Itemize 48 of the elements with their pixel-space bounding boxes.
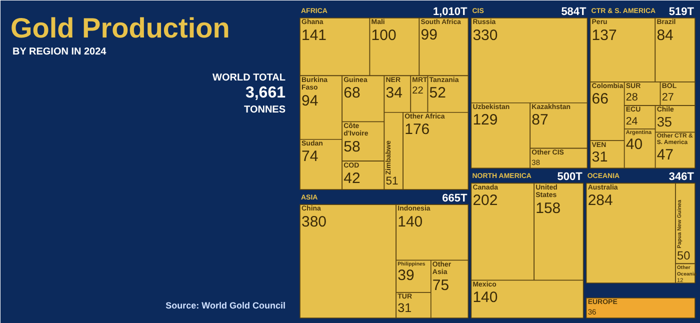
data-label: 42	[344, 170, 360, 187]
data-label: 141	[302, 26, 327, 44]
text: TONNES	[244, 104, 286, 116]
data-label: 330	[472, 26, 498, 44]
text: BY REGION IN 2024	[12, 46, 107, 58]
data-label: 66	[592, 90, 608, 108]
text: 3,661	[245, 84, 286, 102]
data-label: 31	[592, 149, 608, 166]
data-label: 24	[626, 115, 638, 128]
text: Gold Production	[10, 12, 230, 44]
data-label: 100	[371, 26, 396, 44]
data-label: 47	[656, 146, 674, 164]
data-label: 140	[472, 288, 498, 306]
data-label: 58	[344, 138, 360, 156]
data-label: 74	[302, 148, 318, 166]
data-label: 380	[302, 213, 327, 230]
text: WORLD TOTAL	[212, 72, 286, 84]
data-label: 27	[662, 92, 674, 104]
data-label: 75	[432, 277, 450, 294]
data-label: 176	[404, 121, 430, 138]
data-label: 68	[344, 84, 360, 102]
text: 584T	[561, 6, 587, 18]
source-note: Source: World Gold Council	[166, 300, 286, 310]
data-label: 50	[677, 248, 691, 262]
data-label: 87	[532, 112, 548, 129]
text: 1,010T	[432, 6, 468, 18]
text: 665T	[442, 192, 468, 205]
data-label: 52	[429, 84, 446, 102]
data-label: 40	[626, 136, 643, 154]
data-label: 137	[592, 26, 617, 44]
data-label: 51	[386, 176, 398, 188]
data-label: 284	[588, 192, 613, 209]
data-label: 140	[398, 213, 423, 230]
data-label: 94	[302, 92, 318, 110]
data-label: 35	[656, 114, 672, 130]
data-label: 129	[472, 112, 498, 129]
data-label: 34	[386, 84, 402, 102]
data-label: 22	[412, 85, 424, 96]
text: 519T	[668, 6, 694, 18]
data-label: 99	[420, 26, 438, 44]
text: 346T	[668, 171, 694, 184]
data-label: 84	[656, 26, 674, 44]
data-label: 31	[398, 301, 412, 316]
text: 500T	[557, 171, 583, 184]
data-label: 39	[398, 266, 414, 284]
data-label: 158	[536, 200, 561, 217]
data-label: 202	[472, 192, 498, 209]
data-label: 28	[626, 92, 638, 104]
